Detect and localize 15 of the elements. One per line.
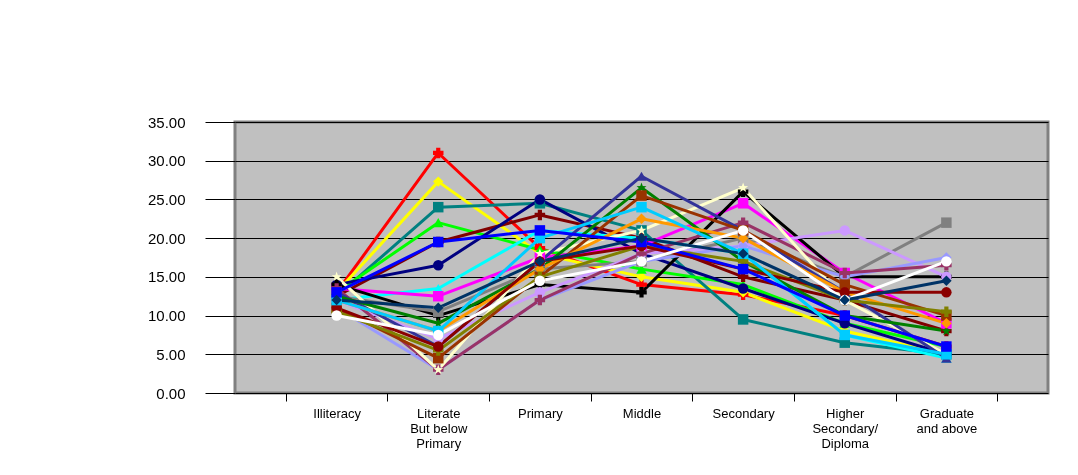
- y-tick-label: 20.00: [147, 229, 186, 247]
- y-tick-label: 15.00: [147, 268, 186, 286]
- y-tick-label: 30.00: [147, 152, 186, 170]
- y-tick-label: 25.00: [147, 190, 186, 208]
- y-tick-label: 0.00: [156, 384, 186, 402]
- y-tick-label: 10.00: [147, 307, 186, 325]
- x-tick-label: Illiteracy: [313, 405, 362, 421]
- x-tick-label: Higher Secondary/ Diploma: [812, 405, 879, 451]
- y-tick-label: 5.00: [156, 345, 186, 363]
- x-tick-label: Literate But below Primary: [410, 405, 468, 451]
- y-tick-label: 35.00: [147, 113, 186, 131]
- x-tick-label: Graduate and above: [916, 405, 978, 436]
- x-tick-label: Secondary: [712, 405, 776, 421]
- x-tick-label: Middle: [622, 405, 662, 421]
- x-tick-label: Primary: [517, 405, 564, 421]
